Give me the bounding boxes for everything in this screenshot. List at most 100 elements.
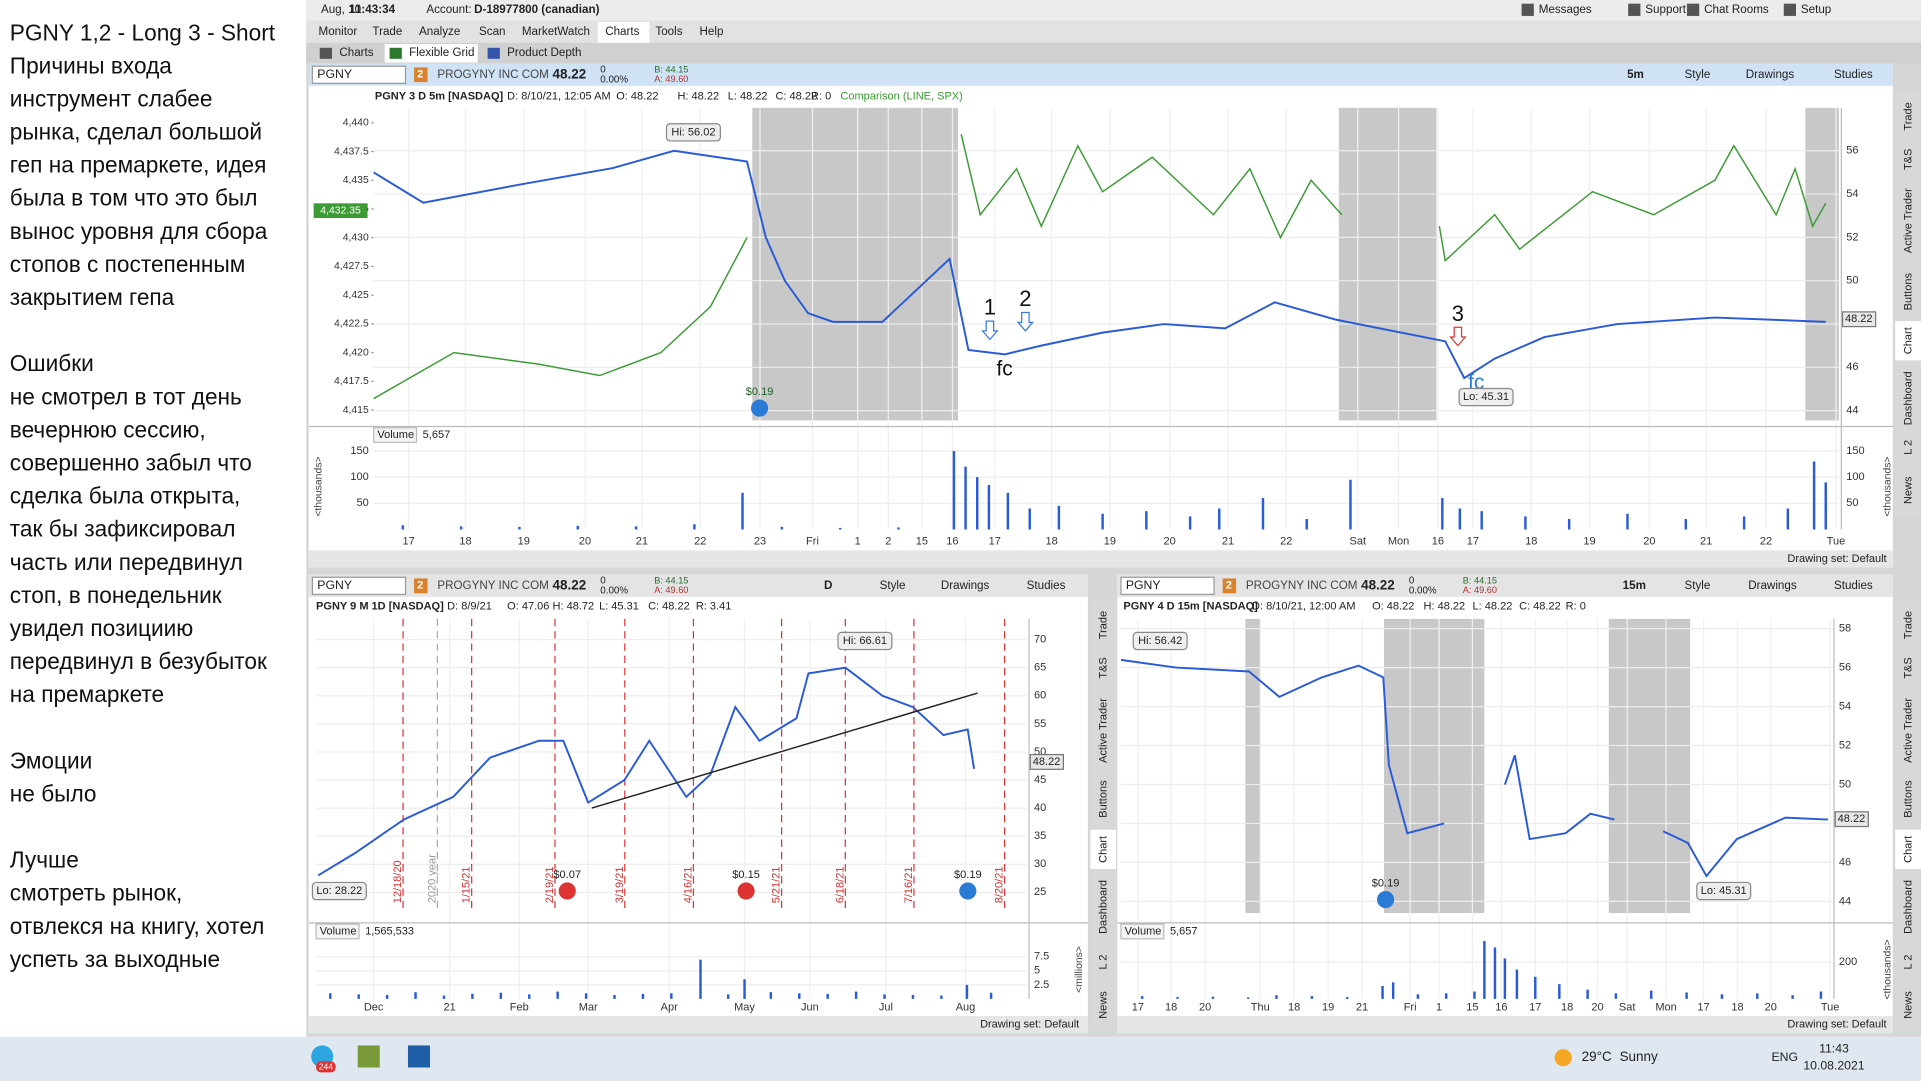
note-line: Причины входа <box>10 52 172 78</box>
volume-bar <box>1558 984 1561 999</box>
link-group: 2 <box>417 580 423 592</box>
side-tab[interactable]: Buttons <box>1903 780 1915 818</box>
volume-label-box <box>1120 923 1165 940</box>
timeframe[interactable]: 15m <box>1623 579 1646 592</box>
side-tab[interactable]: Chart <box>1098 836 1110 863</box>
side-tab[interactable]: T&S <box>1903 657 1915 678</box>
volume-bar <box>528 994 531 999</box>
top-button[interactable]: Chat Rooms <box>1704 3 1769 16</box>
side-tab[interactable]: L 2 <box>1903 955 1915 970</box>
sub-tab[interactable]: Charts <box>339 46 373 59</box>
chart-footer <box>308 550 1893 568</box>
studies-button[interactable]: Studies <box>1027 579 1066 592</box>
drawings-button[interactable]: Drawings <box>1748 579 1797 592</box>
drawings-button[interactable]: Drawings <box>941 579 990 592</box>
drawing-set[interactable]: Drawing set: Default <box>1787 553 1886 565</box>
sub-tab[interactable]: Product Depth <box>507 46 581 59</box>
side-tab[interactable]: L 2 <box>1903 440 1915 455</box>
volume-bar <box>385 994 389 999</box>
y2-tick-label: 4,417.5 <box>334 376 369 387</box>
clock-date: 10.08.2021 <box>1803 1059 1864 1073</box>
top-button[interactable]: Messages <box>1539 3 1592 16</box>
ask: A: 49.60 <box>654 74 688 84</box>
symbol-box[interactable] <box>311 576 407 596</box>
side-tab[interactable]: Buttons <box>1903 273 1915 311</box>
side-tab[interactable]: Trade <box>1903 611 1915 639</box>
side-tab[interactable]: News <box>1903 991 1915 1019</box>
volume-bar <box>1515 969 1519 999</box>
side-tab[interactable]: Active Trader <box>1903 698 1915 763</box>
side-tab[interactable]: Trade <box>1098 611 1110 639</box>
note-line: Эмоции <box>10 747 92 773</box>
x-tick-label: 18 <box>1165 1001 1177 1013</box>
note-line: сделка была открыта, <box>10 483 241 509</box>
side-tab[interactable]: Chart <box>1903 836 1915 863</box>
x-tick-label: 20 <box>1199 1001 1211 1013</box>
x-tick-label: 19 <box>1322 1001 1334 1013</box>
style-button[interactable]: Style <box>1685 68 1711 81</box>
annotation-box <box>1458 387 1514 407</box>
side-tab[interactable]: T&S <box>1098 657 1110 678</box>
app-icon[interactable] <box>357 1045 380 1068</box>
side-tab[interactable]: Dashboard <box>1903 880 1915 934</box>
volume-tick-label: 2.5 <box>1034 979 1049 991</box>
menu-item[interactable]: Monitor <box>319 25 358 38</box>
closed-session <box>1383 618 1485 914</box>
side-tab[interactable]: News <box>1903 476 1915 504</box>
side-tab[interactable]: Chart <box>1903 327 1915 354</box>
drawing-set[interactable]: Drawing set: Default <box>980 1019 1079 1031</box>
style-button[interactable]: Style <box>880 579 906 592</box>
menu-item[interactable]: Analyze <box>419 25 460 38</box>
x-tick-label: 18 <box>1045 536 1057 548</box>
side-tab[interactable]: Trade <box>1903 102 1915 130</box>
volume-label: Volume <box>1125 925 1162 937</box>
top-button[interactable]: Support <box>1645 3 1686 16</box>
active-side-tab <box>1895 829 1921 869</box>
side-tab[interactable]: Active Trader <box>1098 698 1110 763</box>
icon <box>389 47 402 59</box>
style-button[interactable]: Style <box>1685 579 1711 592</box>
clock-time: 11:43 <box>1819 1041 1849 1055</box>
symbol-box[interactable] <box>1120 576 1215 596</box>
sub-tab[interactable]: Flexible Grid <box>409 46 474 59</box>
drawings-button[interactable]: Drawings <box>1746 68 1795 81</box>
menu-item[interactable]: Scan <box>479 25 505 38</box>
change-pct: 0.00% <box>600 585 628 596</box>
side-tab[interactable]: News <box>1098 991 1110 1019</box>
annotation-box <box>665 123 721 142</box>
studies-button[interactable]: Studies <box>1834 68 1873 81</box>
app-icon[interactable] <box>407 1045 431 1068</box>
volume-unit: <thousands> <box>1883 456 1894 516</box>
menu-item[interactable]: Help <box>700 25 724 38</box>
side-tab[interactable]: Dashboard <box>1098 880 1110 934</box>
volume-bar <box>401 525 405 530</box>
menu-item[interactable]: Trade <box>372 25 402 38</box>
x-tick-label: 19 <box>1583 536 1595 548</box>
menu-item[interactable]: MarketWatch <box>522 25 590 38</box>
side-tab[interactable]: Buttons <box>1098 780 1110 818</box>
menu-item[interactable]: Charts <box>605 25 639 38</box>
notes-panel <box>0 0 307 1037</box>
drawing-set[interactable]: Drawing set: Default <box>1787 1019 1886 1031</box>
side-tab[interactable]: T&S <box>1903 149 1915 170</box>
volume-bar <box>952 450 956 530</box>
annotation: $0.19 <box>1372 878 1400 890</box>
last-price-marker <box>1029 753 1064 770</box>
studies-button[interactable]: Studies <box>1834 579 1873 592</box>
side-tab[interactable]: Active Trader <box>1903 188 1915 253</box>
event-label: 8/20/21 <box>994 866 1006 903</box>
side-tab[interactable]: L 2 <box>1098 955 1110 970</box>
top-button[interactable]: Setup <box>1801 3 1831 16</box>
volume-bar <box>1441 498 1444 530</box>
menu-bar <box>306 20 1921 43</box>
timeframe[interactable]: 5m <box>1627 68 1644 81</box>
volume-bar <box>1349 479 1352 530</box>
timeframe[interactable]: D <box>824 579 832 592</box>
annotation-box <box>837 631 893 651</box>
symbol-box[interactable] <box>311 65 407 84</box>
x-tick-label: 18 <box>1561 1001 1573 1013</box>
x-tick-label: 18 <box>1731 1001 1743 1013</box>
menu-item[interactable]: Tools <box>655 25 682 38</box>
side-tab[interactable]: Dashboard <box>1903 371 1915 425</box>
company: PROGYNY INC COM <box>437 68 549 81</box>
